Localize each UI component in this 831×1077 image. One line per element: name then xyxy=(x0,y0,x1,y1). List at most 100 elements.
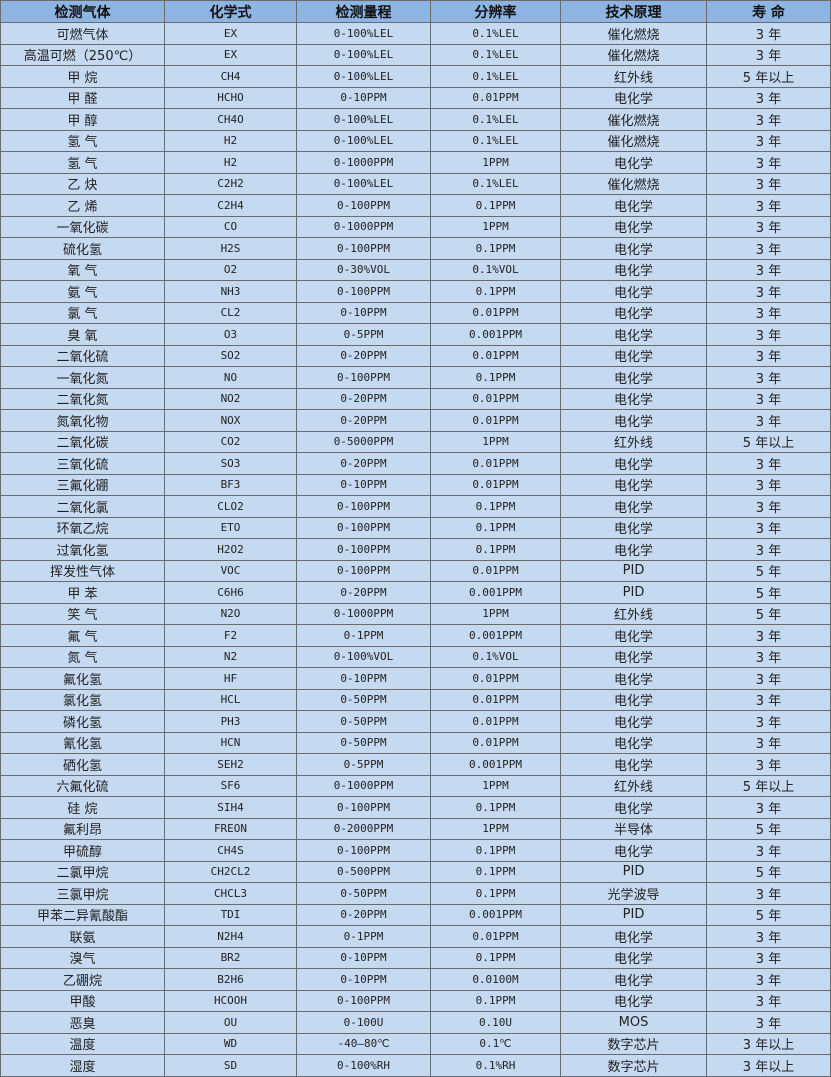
resolution-cell: 0.01PPM xyxy=(430,731,561,754)
range-cell: 0-500PPM xyxy=(296,860,431,883)
range-cell: 0-100PPM xyxy=(296,237,431,260)
lifespan-cell: 3 年 xyxy=(706,151,831,174)
lifespan-cell: 3 年 xyxy=(706,280,831,303)
resolution-cell: 0.1PPM xyxy=(430,366,561,389)
range-cell: 0-100PPM xyxy=(296,839,431,862)
gas-name-cell: 氢 气 xyxy=(0,129,165,152)
principle-cell: 电化学 xyxy=(560,344,707,367)
formula-cell: CLO2 xyxy=(164,495,297,518)
range-cell: 0-1000PPM xyxy=(296,215,431,238)
range-cell: 0-5000PPM xyxy=(296,430,431,453)
range-cell: 0-1000PPM xyxy=(296,602,431,625)
gas-name-cell: 温度 xyxy=(0,1032,165,1055)
principle-cell: 红外线 xyxy=(560,65,707,88)
table-body: 可燃气体 EX 0-100%LEL 0.1%LEL 催化燃烧 3 年高温可燃（250℃） E… xyxy=(0,22,831,1077)
gas-name-cell: 甲酸 xyxy=(0,989,165,1012)
formula-cell: SIH4 xyxy=(164,796,297,819)
lifespan-cell: 3 年 xyxy=(706,301,831,324)
principle-cell: 电化学 xyxy=(560,86,707,109)
table-header-row: 检测气体 化学式 检测量程 分辨率 技术原理 寿 命 xyxy=(0,0,831,23)
range-cell: 0-100PPM xyxy=(296,366,431,389)
resolution-cell: 0.10U xyxy=(430,1011,561,1034)
resolution-cell: 1PPM xyxy=(430,151,561,174)
table-row: 氮 气 N2 0-100%VOL 0.1%VOL 电化学 3 年 xyxy=(0,645,831,668)
range-cell: 0-20PPM xyxy=(296,344,431,367)
formula-cell: N2O xyxy=(164,602,297,625)
resolution-cell: 0.001PPM xyxy=(430,624,561,647)
header-gas: 检测气体 xyxy=(0,0,165,23)
resolution-cell: 0.01PPM xyxy=(430,452,561,475)
lifespan-cell: 3 年 xyxy=(706,1011,831,1034)
formula-cell: HF xyxy=(164,667,297,690)
formula-cell: NO xyxy=(164,366,297,389)
resolution-cell: 0.1PPM xyxy=(430,495,561,518)
lifespan-cell: 3 年 xyxy=(706,108,831,131)
header-formula: 化学式 xyxy=(164,0,297,23)
gas-name-cell: 氮氧化物 xyxy=(0,409,165,432)
range-cell: 0-10PPM xyxy=(296,473,431,496)
resolution-cell: 0.1PPM xyxy=(430,882,561,905)
range-cell: 0-1PPM xyxy=(296,624,431,647)
principle-cell: 红外线 xyxy=(560,430,707,453)
formula-cell: CO2 xyxy=(164,430,297,453)
resolution-cell: 0.01PPM xyxy=(430,667,561,690)
range-cell: 0-50PPM xyxy=(296,882,431,905)
gas-name-cell: 过氧化氢 xyxy=(0,538,165,561)
formula-cell: C2H2 xyxy=(164,172,297,195)
gas-name-cell: 二氯甲烷 xyxy=(0,860,165,883)
range-cell: 0-50PPM xyxy=(296,688,431,711)
header-principle: 技术原理 xyxy=(560,0,707,23)
resolution-cell: 0.001PPM xyxy=(430,753,561,776)
table-row: 一氧化碳 CO 0-1000PPM 1PPM 电化学 3 年 xyxy=(0,215,831,238)
table-row: 臭 氧 O3 0-5PPM 0.001PPM 电化学 3 年 xyxy=(0,323,831,346)
principle-cell: 半导体 xyxy=(560,817,707,840)
lifespan-cell: 3 年 xyxy=(706,409,831,432)
formula-cell: HCL xyxy=(164,688,297,711)
gas-name-cell: 三氟化硼 xyxy=(0,473,165,496)
table-row: 二氧化氯 CLO2 0-100PPM 0.1PPM 电化学 3 年 xyxy=(0,495,831,518)
table-row: 硒化氢 SEH2 0-5PPM 0.001PPM 电化学 3 年 xyxy=(0,753,831,776)
range-cell: 0-100%VOL xyxy=(296,645,431,668)
table-row: 六氟化硫 SF6 0-1000PPM 1PPM 红外线 5 年以上 xyxy=(0,774,831,797)
table-row: 氰化氢 HCN 0-50PPM 0.01PPM 电化学 3 年 xyxy=(0,731,831,754)
lifespan-cell: 3 年 xyxy=(706,968,831,991)
range-cell: 0-50PPM xyxy=(296,710,431,733)
gas-name-cell: 氮 气 xyxy=(0,645,165,668)
range-cell: 0-100%LEL xyxy=(296,65,431,88)
formula-cell: C2H4 xyxy=(164,194,297,217)
gas-name-cell: 联氨 xyxy=(0,925,165,948)
gas-name-cell: 甲 苯 xyxy=(0,581,165,604)
table-row: 甲 苯 C6H6 0-20PPM 0.001PPM PID 5 年 xyxy=(0,581,831,604)
lifespan-cell: 3 年 xyxy=(706,731,831,754)
lifespan-cell: 3 年 xyxy=(706,645,831,668)
resolution-cell: 0.1%VOL xyxy=(430,258,561,281)
formula-cell: H2 xyxy=(164,129,297,152)
formula-cell: N2H4 xyxy=(164,925,297,948)
table-row: 二氯甲烷 CH2CL2 0-500PPM 0.1PPM PID 5 年 xyxy=(0,860,831,883)
lifespan-cell: 3 年 xyxy=(706,989,831,1012)
lifespan-cell: 3 年 xyxy=(706,344,831,367)
lifespan-cell: 5 年以上 xyxy=(706,430,831,453)
lifespan-cell: 3 年以上 xyxy=(706,1054,831,1077)
formula-cell: H2 xyxy=(164,151,297,174)
lifespan-cell: 3 年 xyxy=(706,366,831,389)
range-cell: 0-100%LEL xyxy=(296,22,431,45)
gas-name-cell: 一氧化氮 xyxy=(0,366,165,389)
principle-cell: 电化学 xyxy=(560,409,707,432)
gas-name-cell: 甲 醇 xyxy=(0,108,165,131)
principle-cell: 电化学 xyxy=(560,473,707,496)
gas-name-cell: 甲苯二异氰酸酯 xyxy=(0,903,165,926)
table-row: 乙 炔 C2H2 0-100%LEL 0.1%LEL 催化燃烧 3 年 xyxy=(0,172,831,195)
lifespan-cell: 5 年 xyxy=(706,602,831,625)
formula-cell: NOX xyxy=(164,409,297,432)
formula-cell: PH3 xyxy=(164,710,297,733)
resolution-cell: 0.001PPM xyxy=(430,581,561,604)
lifespan-cell: 3 年 xyxy=(706,237,831,260)
resolution-cell: 0.01PPM xyxy=(430,559,561,582)
range-cell: 0-100PPM xyxy=(296,538,431,561)
principle-cell: 电化学 xyxy=(560,731,707,754)
resolution-cell: 0.1℃ xyxy=(430,1032,561,1055)
table-row: 三氧化硫 SO3 0-20PPM 0.01PPM 电化学 3 年 xyxy=(0,452,831,475)
range-cell: 0-10PPM xyxy=(296,667,431,690)
